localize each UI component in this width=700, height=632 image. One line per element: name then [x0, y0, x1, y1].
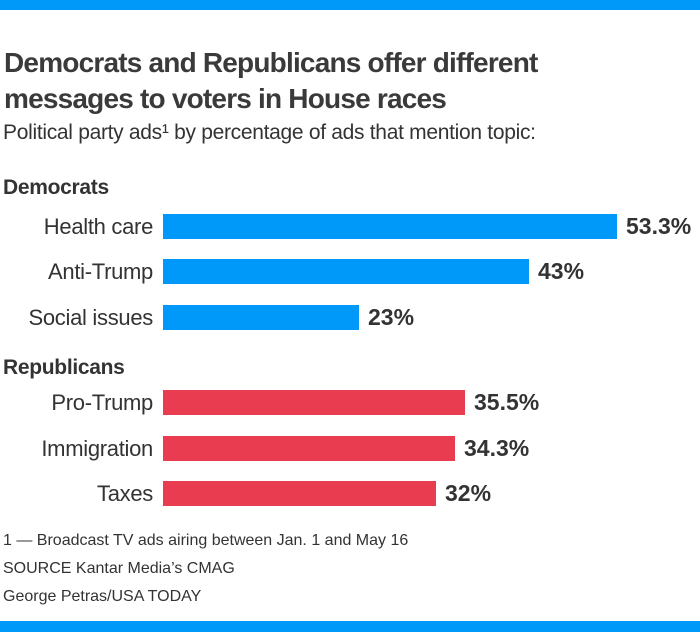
credit-line: George Petras/USA TODAY: [3, 588, 202, 605]
bar-label-taxes: Taxes: [97, 480, 153, 506]
bar-taxes: [163, 481, 436, 506]
bar-row-pro-trump: Pro-Trump 35.5%: [0, 389, 700, 415]
chart-title-line-2: messages to voters in House races: [4, 82, 447, 114]
bar-row-taxes: Taxes 32%: [0, 480, 700, 506]
bar-anti-trump: [163, 259, 529, 284]
bar-row-social-issues: Social issues 23%: [0, 304, 700, 330]
bar-row-anti-trump: Anti-Trump 43%: [0, 258, 700, 284]
bar-value-taxes: 32%: [445, 480, 492, 506]
bar-value-immigration: 34.3%: [464, 435, 530, 461]
bar-social-issues: [163, 305, 359, 330]
chart-subtitle: Political party ads¹ by percentage of ad…: [3, 121, 536, 144]
bar-value-health-care: 53.3%: [626, 213, 692, 239]
bar-value-anti-trump: 43%: [538, 258, 585, 284]
bar-pro-trump: [163, 390, 465, 415]
bar-row-immigration: Immigration 34.3%: [0, 435, 700, 461]
section-heading-democrats: Democrats: [3, 176, 109, 199]
bar-value-social-issues: 23%: [368, 304, 415, 330]
section-heading-republicans: Republicans: [3, 356, 125, 379]
bar-value-pro-trump: 35.5%: [474, 389, 540, 415]
top-accent-bar: [0, 0, 700, 10]
bar-label-social-issues: Social issues: [28, 304, 154, 330]
bottom-accent-bar: [0, 621, 700, 632]
footnote: 1 — Broadcast TV ads airing between Jan.…: [3, 532, 409, 549]
bar-row-health-care: Health care 53.3%: [0, 213, 700, 239]
chart-title: Democrats and Republicans offer differen…: [4, 45, 538, 117]
bar-immigration: [163, 436, 455, 461]
source-line: SOURCE Kantar Media’s CMAG: [3, 560, 235, 577]
bar-label-pro-trump: Pro-Trump: [51, 389, 153, 415]
bar-label-anti-trump: Anti-Trump: [48, 258, 153, 284]
bar-health-care: [163, 214, 617, 239]
bar-label-immigration: Immigration: [41, 435, 153, 461]
bar-label-health-care: Health care: [43, 213, 154, 239]
chart-title-line-1: Democrats and Republicans offer differen…: [4, 46, 538, 78]
